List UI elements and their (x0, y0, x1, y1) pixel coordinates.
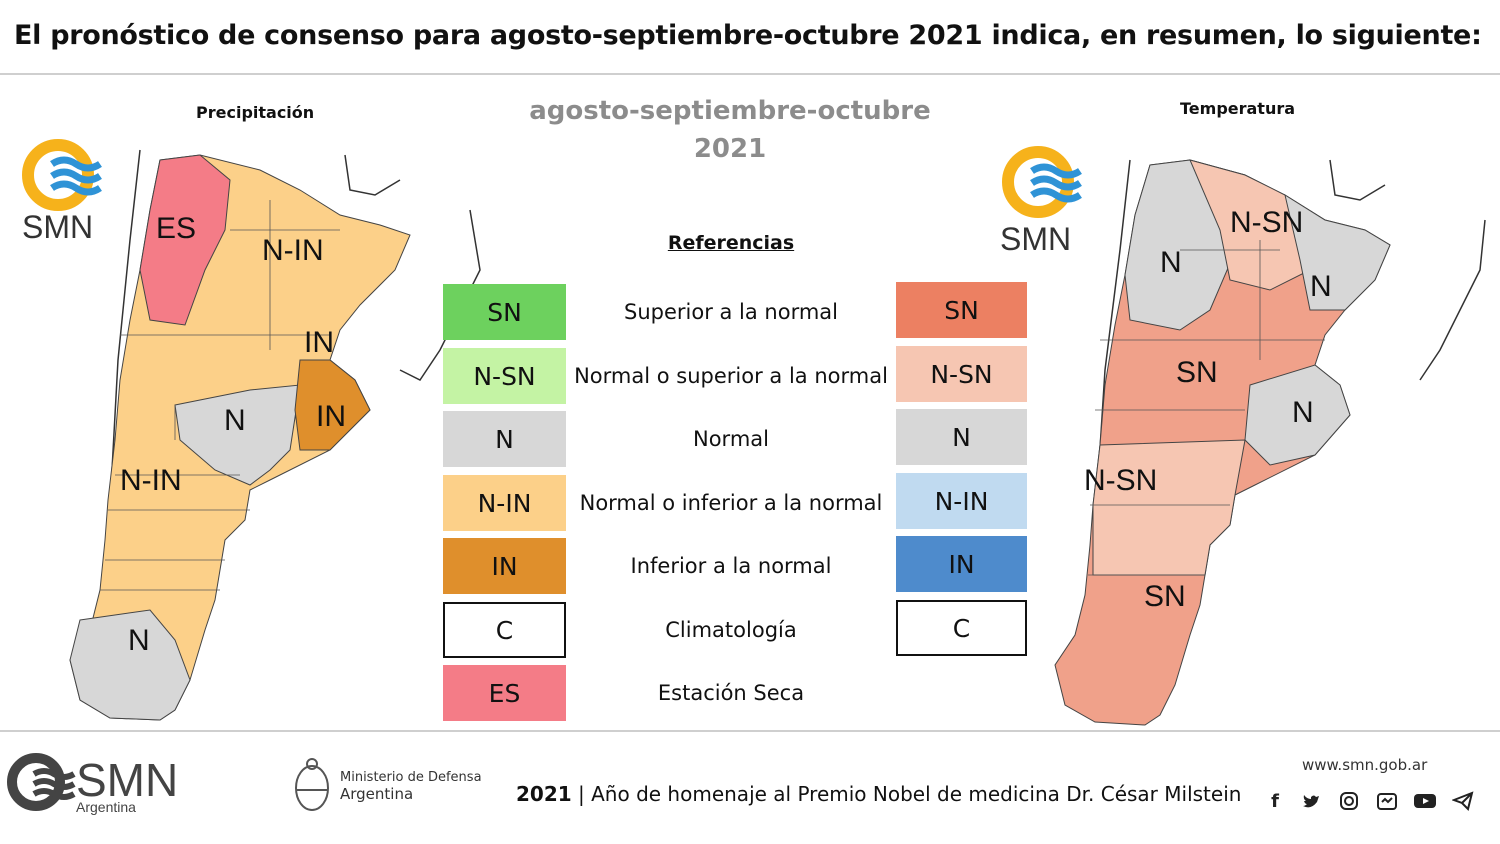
temp-label: SN (1176, 356, 1218, 389)
temp-heading: Temperatura (1180, 99, 1296, 118)
argentina-shield-icon (295, 758, 329, 811)
legend-description: Inferior a la normal (630, 554, 832, 578)
youtube-icon[interactable] (1412, 788, 1438, 814)
temperature-map: SMN N-SN N N SN N N-SN SN (1000, 146, 1486, 726)
website-link[interactable]: www.smn.gob.ar (1302, 756, 1428, 774)
precip-legend-swatch: IN (443, 538, 566, 594)
precip-heading: Precipitación (196, 103, 315, 122)
legend-description: Normal o inferior a la normal (579, 491, 883, 515)
footer-homage: 2021 | Año de homenaje al Premio Nobel d… (516, 782, 1241, 806)
temp-label: N (1310, 270, 1332, 303)
smn-logo-icon (7, 753, 76, 811)
header-divider (0, 73, 1500, 75)
smn-logo-icon: SMN (22, 139, 102, 245)
legend-description: Climatología (665, 618, 797, 642)
temp-label: N (1292, 396, 1314, 429)
precip-label: N-IN (120, 464, 182, 497)
temp-legend-swatch: C (896, 600, 1027, 656)
footer-logo-text: SMN (76, 754, 178, 806)
precipitation-map: SMN ES N-IN IN N IN N-IN N (22, 139, 481, 721)
temp-label: N-SN (1230, 206, 1303, 239)
temp-label: N-SN (1084, 464, 1157, 497)
legend-description: Estación Seca (657, 681, 805, 705)
flickr-icon[interactable] (1374, 788, 1400, 814)
temp-legend-swatch: N-IN (896, 473, 1027, 529)
season-title: agosto-septiembre-octubre (529, 96, 931, 126)
footer-logo-sub: Argentina (76, 799, 136, 815)
temp-label: N (1160, 246, 1182, 279)
footer-year: 2021 (516, 782, 572, 806)
footer-smn-logo: SMN Argentina (7, 753, 178, 815)
precip-label: N-IN (262, 234, 324, 267)
logo-text: SMN (1000, 221, 1071, 257)
precip-label: ES (156, 212, 196, 245)
temp-legend-swatch: SN (896, 282, 1027, 338)
logo-text: SMN (22, 209, 93, 245)
precip-legend-swatch: C (443, 602, 566, 658)
instagram-icon[interactable] (1336, 788, 1362, 814)
footer-text: | Año de homenaje al Premio Nobel de med… (578, 782, 1242, 806)
references-title: Referencias (667, 232, 795, 254)
facebook-icon[interactable]: f (1271, 790, 1279, 812)
temp-legend-swatch: IN (896, 536, 1027, 592)
legend-description: Normal (693, 427, 769, 451)
smn-logo-icon: SMN (1000, 146, 1082, 257)
twitter-icon[interactable] (1298, 788, 1324, 814)
precip-legend-swatch: N-IN (443, 475, 566, 531)
legend-description: Superior a la normal (623, 300, 839, 324)
temp-legend-swatch: N (896, 409, 1027, 465)
footer-divider (0, 730, 1500, 732)
season-year: 2021 (693, 134, 767, 164)
legend-description: Normal o superior a la normal (574, 364, 888, 388)
ministry-label: Ministerio de Defensa Argentina (340, 770, 482, 803)
precip-label: N (128, 624, 150, 657)
temp-legend-swatch: N-SN (896, 346, 1027, 402)
precip-label: IN (316, 400, 346, 433)
precip-legend-swatch: N-SN (443, 348, 566, 404)
precip-legend-swatch: SN (443, 284, 566, 340)
precip-label: N (224, 404, 246, 437)
temp-label: SN (1144, 580, 1186, 613)
precip-legend-swatch: ES (443, 665, 566, 721)
precip-label: IN (304, 326, 334, 359)
telegram-icon[interactable] (1450, 788, 1476, 814)
page-title: El pronóstico de consenso para agosto-se… (14, 20, 1482, 51)
precip-legend-swatch: N (443, 411, 566, 467)
